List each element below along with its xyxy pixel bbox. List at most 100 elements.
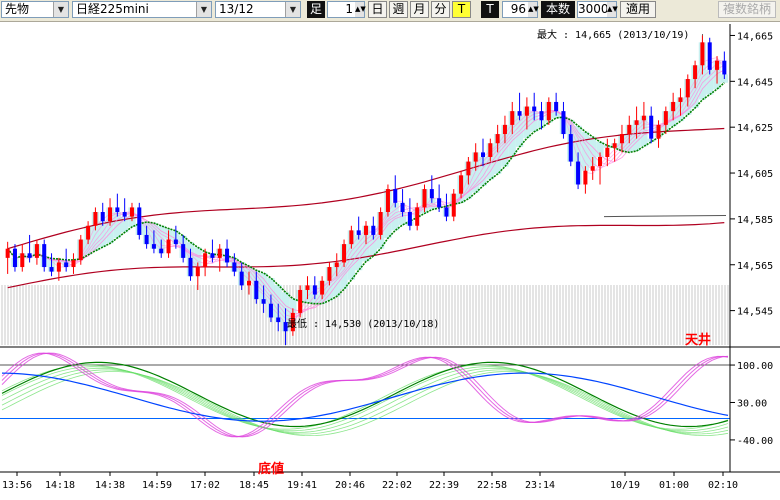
x-tick-label: 14:38 bbox=[95, 480, 125, 491]
candle-body bbox=[356, 230, 361, 235]
bar-value: 1 bbox=[345, 2, 353, 16]
candle-body bbox=[583, 170, 588, 185]
candle-body bbox=[693, 65, 698, 80]
candle-body bbox=[385, 189, 390, 213]
candle-body bbox=[71, 260, 76, 268]
x-tick-label: 20:46 bbox=[335, 480, 365, 491]
candle-body bbox=[225, 248, 230, 263]
candle-body bbox=[137, 207, 142, 235]
minute-button[interactable]: 分 bbox=[431, 1, 450, 18]
candle-body bbox=[64, 262, 69, 268]
tick-button[interactable]: T bbox=[452, 1, 471, 18]
x-tick-label: 22:39 bbox=[429, 480, 459, 491]
candle-body bbox=[34, 244, 39, 258]
spinner-arrows-icon[interactable]: ▲▼ bbox=[607, 2, 618, 17]
chevron-down-icon: ▼ bbox=[196, 2, 211, 17]
candle-body bbox=[488, 143, 493, 157]
candle-body bbox=[473, 152, 478, 162]
x-tick-label: 22:02 bbox=[382, 480, 412, 491]
candle-body bbox=[49, 267, 54, 272]
candle-body bbox=[181, 244, 186, 258]
candle-body bbox=[671, 101, 676, 112]
y-tick-label: 14,585 bbox=[737, 215, 773, 226]
candle-body bbox=[195, 267, 200, 277]
candle-body bbox=[86, 225, 91, 240]
y-tick-label: 14,665 bbox=[737, 31, 773, 42]
count-value-spinner[interactable]: 3000 ▲▼ bbox=[577, 1, 618, 18]
candle-body bbox=[532, 106, 537, 112]
candle-body bbox=[334, 262, 339, 268]
toolbar: 先物 ▼ 日経225mini ▼ 13/12 ▼ 足 1 ▲▼ 日 週 月 分 … bbox=[0, 0, 780, 22]
bar-type-label: 足 bbox=[307, 1, 325, 18]
bar-value-spinner[interactable]: 1 ▲▼ bbox=[327, 1, 366, 18]
index-select[interactable]: 日経225mini ▼ bbox=[72, 1, 212, 18]
product-select[interactable]: 先物 ▼ bbox=[1, 1, 69, 18]
candle-body bbox=[400, 202, 405, 213]
candle-body bbox=[444, 207, 449, 217]
spinner-arrows-icon[interactable]: ▲▼ bbox=[528, 2, 539, 17]
candle-body bbox=[641, 115, 646, 121]
chart[interactable]: 14,665 14,645 14,625 14,605 14,585 14,565 14,5… bbox=[0, 22, 780, 500]
t-label: T bbox=[481, 1, 499, 18]
candle-body bbox=[115, 207, 120, 213]
week-button[interactable]: 週 bbox=[389, 1, 408, 18]
chevron-down-icon: ▼ bbox=[285, 2, 300, 17]
x-tick-label: 13:56 bbox=[2, 480, 32, 491]
candle-body bbox=[217, 248, 222, 258]
candle-body bbox=[554, 101, 559, 112]
candle-body bbox=[459, 175, 464, 194]
candle-body bbox=[561, 111, 566, 135]
t-value: 96 bbox=[510, 2, 526, 16]
candle-body bbox=[700, 42, 705, 66]
day-button[interactable]: 日 bbox=[368, 1, 387, 18]
candle-body bbox=[312, 285, 317, 295]
candle-body bbox=[305, 285, 310, 290]
long-ma-line bbox=[7, 222, 725, 289]
candle-body bbox=[576, 161, 581, 185]
min-label: 最低 : 14,530 (2013/10/18) bbox=[287, 317, 439, 330]
candle-body bbox=[246, 280, 252, 286]
candle-body bbox=[342, 244, 347, 263]
candle-body bbox=[27, 253, 32, 258]
candle-body bbox=[612, 143, 617, 148]
short-ma-line bbox=[7, 69, 725, 312]
candle-body bbox=[605, 147, 610, 157]
candle-body bbox=[378, 212, 383, 235]
contract-select[interactable]: 13/12 ▼ bbox=[215, 1, 301, 18]
contract-select-value: 13/12 bbox=[219, 2, 254, 16]
candle-body bbox=[159, 248, 164, 254]
candle-body bbox=[108, 207, 113, 222]
price-panel-background bbox=[0, 24, 730, 345]
candle-body bbox=[93, 212, 98, 226]
oscillator-line-green bbox=[1, 367, 729, 433]
candle-body bbox=[539, 111, 544, 121]
t-value-spinner[interactable]: 96 ▲▼ bbox=[502, 1, 539, 18]
candle-body bbox=[480, 152, 486, 157]
chevron-down-icon: ▼ bbox=[53, 2, 68, 17]
x-tick-label: 22:58 bbox=[477, 480, 507, 491]
candle-body bbox=[144, 234, 149, 245]
candle-body bbox=[437, 198, 442, 208]
candle-body bbox=[634, 120, 639, 125]
candle-body bbox=[466, 161, 471, 176]
candle-body bbox=[232, 262, 237, 272]
month-button[interactable]: 月 bbox=[410, 1, 429, 18]
candle-body bbox=[371, 225, 376, 235]
oscillator-line-magenta bbox=[1, 352, 729, 438]
count-value: 3000 bbox=[578, 2, 609, 16]
bottom-annotation: 底値 bbox=[258, 461, 284, 477]
apply-button[interactable]: 適用 bbox=[620, 1, 656, 18]
candle-body bbox=[261, 299, 266, 304]
candle-body bbox=[268, 303, 273, 318]
candle-body bbox=[451, 193, 456, 217]
spinner-arrows-icon[interactable]: ▲▼ bbox=[355, 2, 366, 17]
x-tick-label: 10/19 bbox=[610, 480, 640, 491]
x-tick-label: 23:14 bbox=[525, 480, 555, 491]
candle-body bbox=[715, 60, 720, 70]
candle-body bbox=[627, 124, 632, 135]
multi-symbol-button[interactable]: 複数銘柄 bbox=[718, 1, 776, 18]
candle-body bbox=[407, 212, 412, 226]
candle-body bbox=[363, 225, 369, 235]
candle-body bbox=[276, 317, 281, 323]
candle-body bbox=[349, 230, 354, 245]
